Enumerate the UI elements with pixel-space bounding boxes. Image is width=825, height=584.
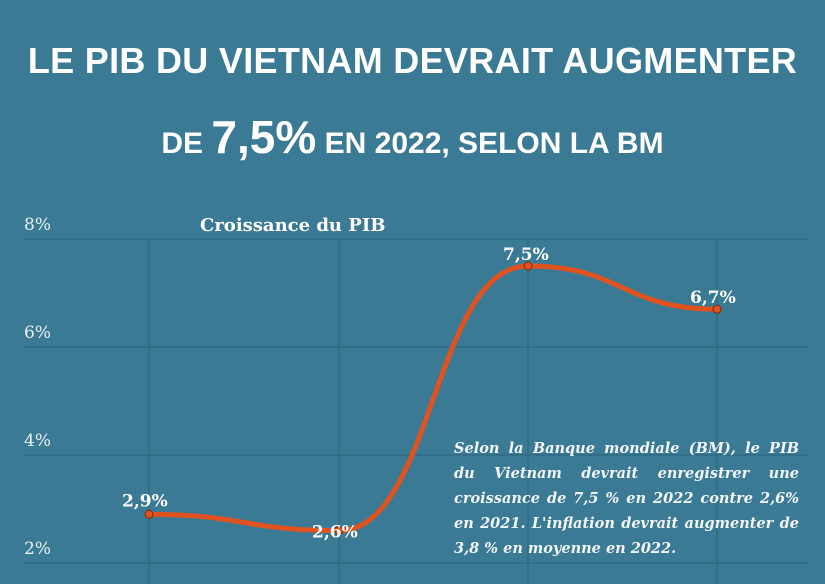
headline-highlight: 7,5%	[211, 111, 317, 163]
series-line	[146, 263, 720, 534]
data-label: 2,9%	[122, 491, 168, 511]
headline-line2: DE 7,5% EN 2022, SELON LA BM	[0, 110, 825, 164]
headline-suffix: EN 2022, SELON LA BM	[324, 127, 664, 160]
chart-title: Croissance du PIB	[200, 215, 385, 236]
y-tick-label: 2%	[24, 539, 51, 559]
data-point	[144, 509, 154, 519]
y-tick-label: 6%	[24, 323, 51, 343]
data-label: 7,5%	[503, 245, 549, 265]
data-label: 6,7%	[690, 288, 736, 308]
data-point	[334, 526, 344, 536]
y-tick-label: 4%	[24, 431, 51, 451]
headline-prefix: DE	[161, 127, 204, 160]
data-label: 2,6%	[312, 523, 358, 543]
data-point	[523, 261, 533, 271]
headline-line1: LE PIB DU VIETNAM DEVRAIT AUGMENTER	[27, 40, 798, 81]
annotation-note: Selon la Banque mondiale (BM), le PIB du…	[454, 440, 799, 557]
y-tick-label: 8%	[24, 215, 51, 235]
data-point	[712, 304, 722, 314]
